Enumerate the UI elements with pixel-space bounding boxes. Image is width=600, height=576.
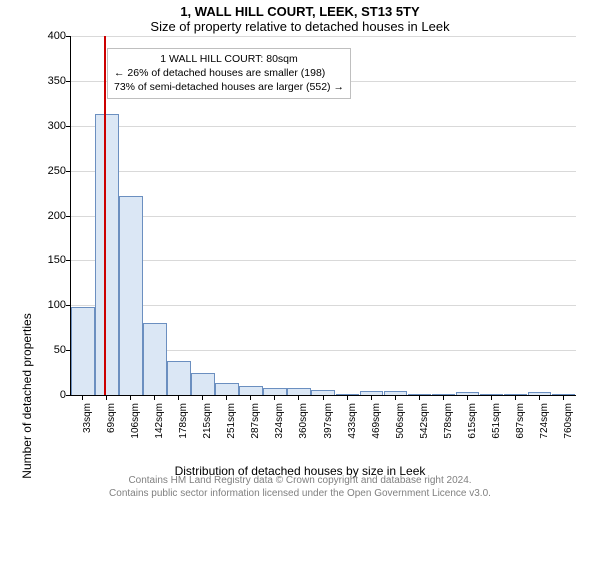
y-tick-label: 400 [26,30,66,42]
histogram-bar [71,307,95,395]
x-tick-label: 215sqm [202,403,213,453]
x-tick-label: 687sqm [515,403,526,453]
x-tick-mark [130,396,131,400]
histogram-bar [311,390,335,395]
x-tick-mark [371,396,372,400]
x-tick-label: 33sqm [82,403,93,453]
histogram-bar [432,394,456,395]
histogram-bar [456,392,480,395]
x-tick-label: 615sqm [467,403,478,453]
x-tick-label: 542sqm [419,403,430,453]
x-tick-mark [395,396,396,400]
annotation-line3: 73% of semi-detached houses are larger (… [114,80,344,94]
plot-region: 1 WALL HILL COURT: 80sqm ← 26% of detach… [70,36,576,396]
annotation-line1: 1 WALL HILL COURT: 80sqm [114,52,344,66]
histogram-bar [480,394,504,395]
x-tick-mark [563,396,564,400]
x-tick-label: 760sqm [563,403,574,453]
y-tick-mark [66,305,70,306]
x-tick-mark [419,396,420,400]
x-tick-label: 724sqm [539,403,550,453]
x-tick-label: 360sqm [298,403,309,453]
footer-line1: Contains HM Land Registry data © Crown c… [0,474,600,487]
x-tick-mark [539,396,540,400]
x-tick-mark [298,396,299,400]
histogram-bar [215,383,239,395]
histogram-bar [336,394,360,395]
histogram-bar [287,388,311,395]
x-tick-mark [250,396,251,400]
x-tick-mark [347,396,348,400]
x-tick-mark [106,396,107,400]
y-tick-mark [66,36,70,37]
y-tick-label: 200 [26,210,66,222]
x-tick-mark [178,396,179,400]
gridline-h [71,36,576,37]
y-tick-mark [66,260,70,261]
x-tick-mark [202,396,203,400]
reference-line [104,36,106,395]
y-tick-label: 300 [26,120,66,132]
x-tick-mark [443,396,444,400]
x-tick-mark [323,396,324,400]
histogram-bar [528,392,552,395]
x-tick-mark [515,396,516,400]
x-tick-label: 469sqm [371,403,382,453]
x-tick-label: 69sqm [106,403,117,453]
gridline-h [71,216,576,217]
annotation-line2: ← 26% of detached houses are smaller (19… [114,66,344,80]
x-tick-label: 251sqm [226,403,237,453]
x-tick-mark [226,396,227,400]
histogram-bar [191,373,215,395]
y-tick-label: 350 [26,75,66,87]
chart-title-address: 1, WALL HILL COURT, LEEK, ST13 5TY [0,4,600,19]
y-tick-mark [66,171,70,172]
y-tick-label: 0 [26,389,66,401]
histogram-bar [384,391,408,395]
x-tick-label: 651sqm [491,403,502,453]
x-tick-label: 397sqm [323,403,334,453]
chart-title-description: Size of property relative to detached ho… [0,19,600,34]
y-tick-mark [66,126,70,127]
y-tick-label: 100 [26,299,66,311]
x-tick-label: 578sqm [443,403,454,453]
x-tick-mark [491,396,492,400]
x-tick-mark [82,396,83,400]
footer-line2: Contains public sector information licen… [0,487,600,500]
y-tick-label: 150 [26,254,66,266]
histogram-bar [360,391,384,395]
y-tick-label: 50 [26,344,66,356]
x-tick-label: 433sqm [347,403,358,453]
gridline-h [71,260,576,261]
x-tick-label: 287sqm [250,403,261,453]
histogram-bar [119,196,143,395]
y-tick-mark [66,350,70,351]
x-tick-mark [467,396,468,400]
y-tick-mark [66,216,70,217]
histogram-bar [552,394,576,395]
gridline-h [71,305,576,306]
histogram-bar [408,394,432,395]
gridline-h [71,171,576,172]
histogram-bar [143,323,167,395]
histogram-bar [239,386,263,395]
footer-attribution: Contains HM Land Registry data © Crown c… [0,474,600,500]
x-tick-label: 506sqm [395,403,406,453]
histogram-bar [263,388,287,395]
x-tick-label: 142sqm [154,403,165,453]
x-tick-mark [274,396,275,400]
annotation-box: 1 WALL HILL COURT: 80sqm ← 26% of detach… [107,48,351,99]
x-tick-mark [154,396,155,400]
gridline-h [71,126,576,127]
y-tick-mark [66,81,70,82]
y-tick-label: 250 [26,165,66,177]
y-tick-mark [66,395,70,396]
x-tick-label: 106sqm [130,403,141,453]
x-tick-label: 178sqm [178,403,189,453]
x-tick-label: 324sqm [274,403,285,453]
histogram-bar [95,114,119,395]
chart-area: Number of detached properties 1 WALL HIL… [56,36,576,416]
histogram-bar [167,361,191,395]
histogram-bar [504,394,528,395]
